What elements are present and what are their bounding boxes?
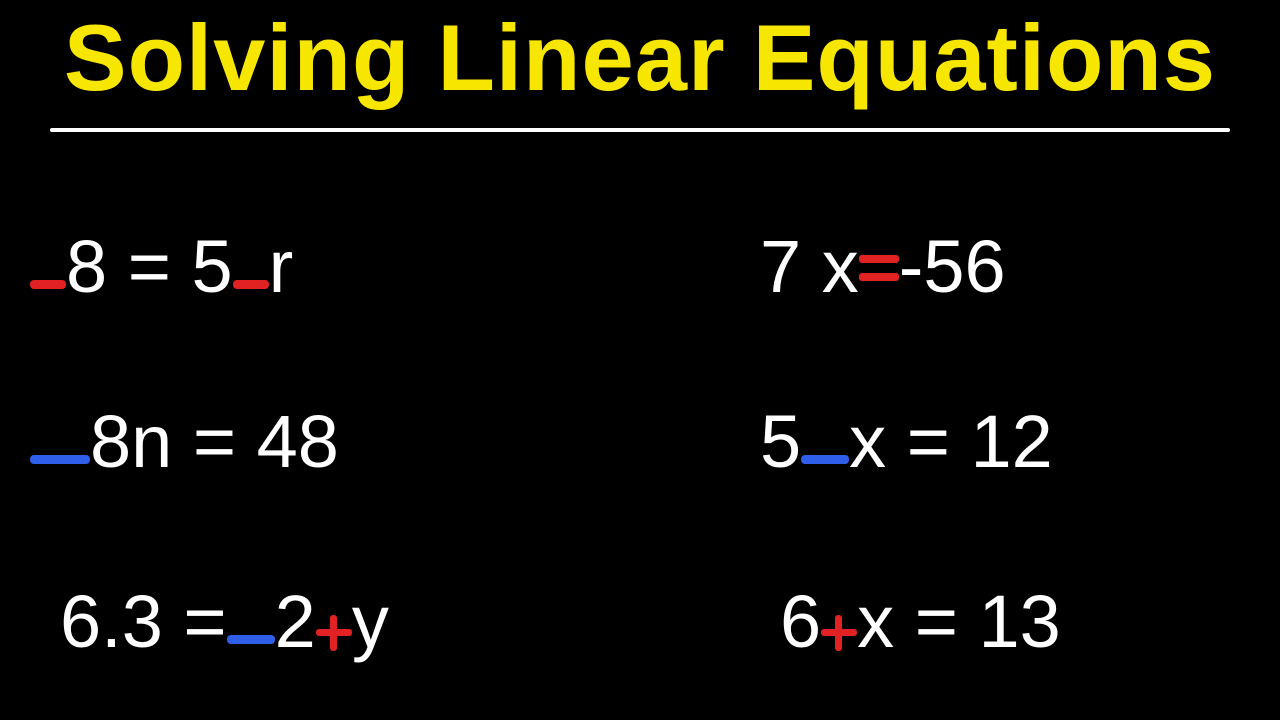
equation-text: x = 12 — [849, 405, 1053, 479]
equation-text: 6 — [780, 585, 821, 659]
equation-row3-left: 6.3 = 2 y — [60, 585, 389, 664]
equation-text: 6.3 = — [60, 585, 227, 659]
plus-icon — [316, 615, 352, 651]
equation-text: 5 — [760, 405, 801, 479]
equals-icon — [859, 255, 899, 281]
equation-row1-left: 8 = 5 r — [30, 230, 293, 309]
minus-icon — [233, 235, 269, 309]
equation-text: 2 — [275, 585, 316, 659]
minus-icon — [801, 410, 849, 484]
equation-text: -56 — [899, 230, 1006, 304]
equation-text: 8n = 48 — [90, 405, 339, 479]
equation-text: r — [269, 230, 294, 304]
equation-row2-right: 5 x = 12 — [760, 405, 1053, 484]
title: Solving Linear Equations — [0, 4, 1280, 112]
plus-icon — [821, 615, 857, 651]
equation-row2-left: 8n = 48 — [30, 405, 339, 484]
page: Solving Linear Equations 8 = 5 r 7 x -56… — [0, 0, 1280, 720]
equation-text: y — [352, 585, 389, 659]
title-underline — [50, 128, 1230, 132]
minus-icon — [30, 235, 66, 309]
equation-text: x = 13 — [857, 585, 1061, 659]
minus-icon — [227, 590, 275, 664]
equation-row3-right: 6 x = 13 — [780, 585, 1061, 659]
minus-icon — [30, 410, 90, 484]
equation-row1-right: 7 x -56 — [760, 230, 1006, 304]
equation-text: 8 = 5 — [66, 230, 233, 304]
equation-text: 7 x — [760, 230, 859, 304]
